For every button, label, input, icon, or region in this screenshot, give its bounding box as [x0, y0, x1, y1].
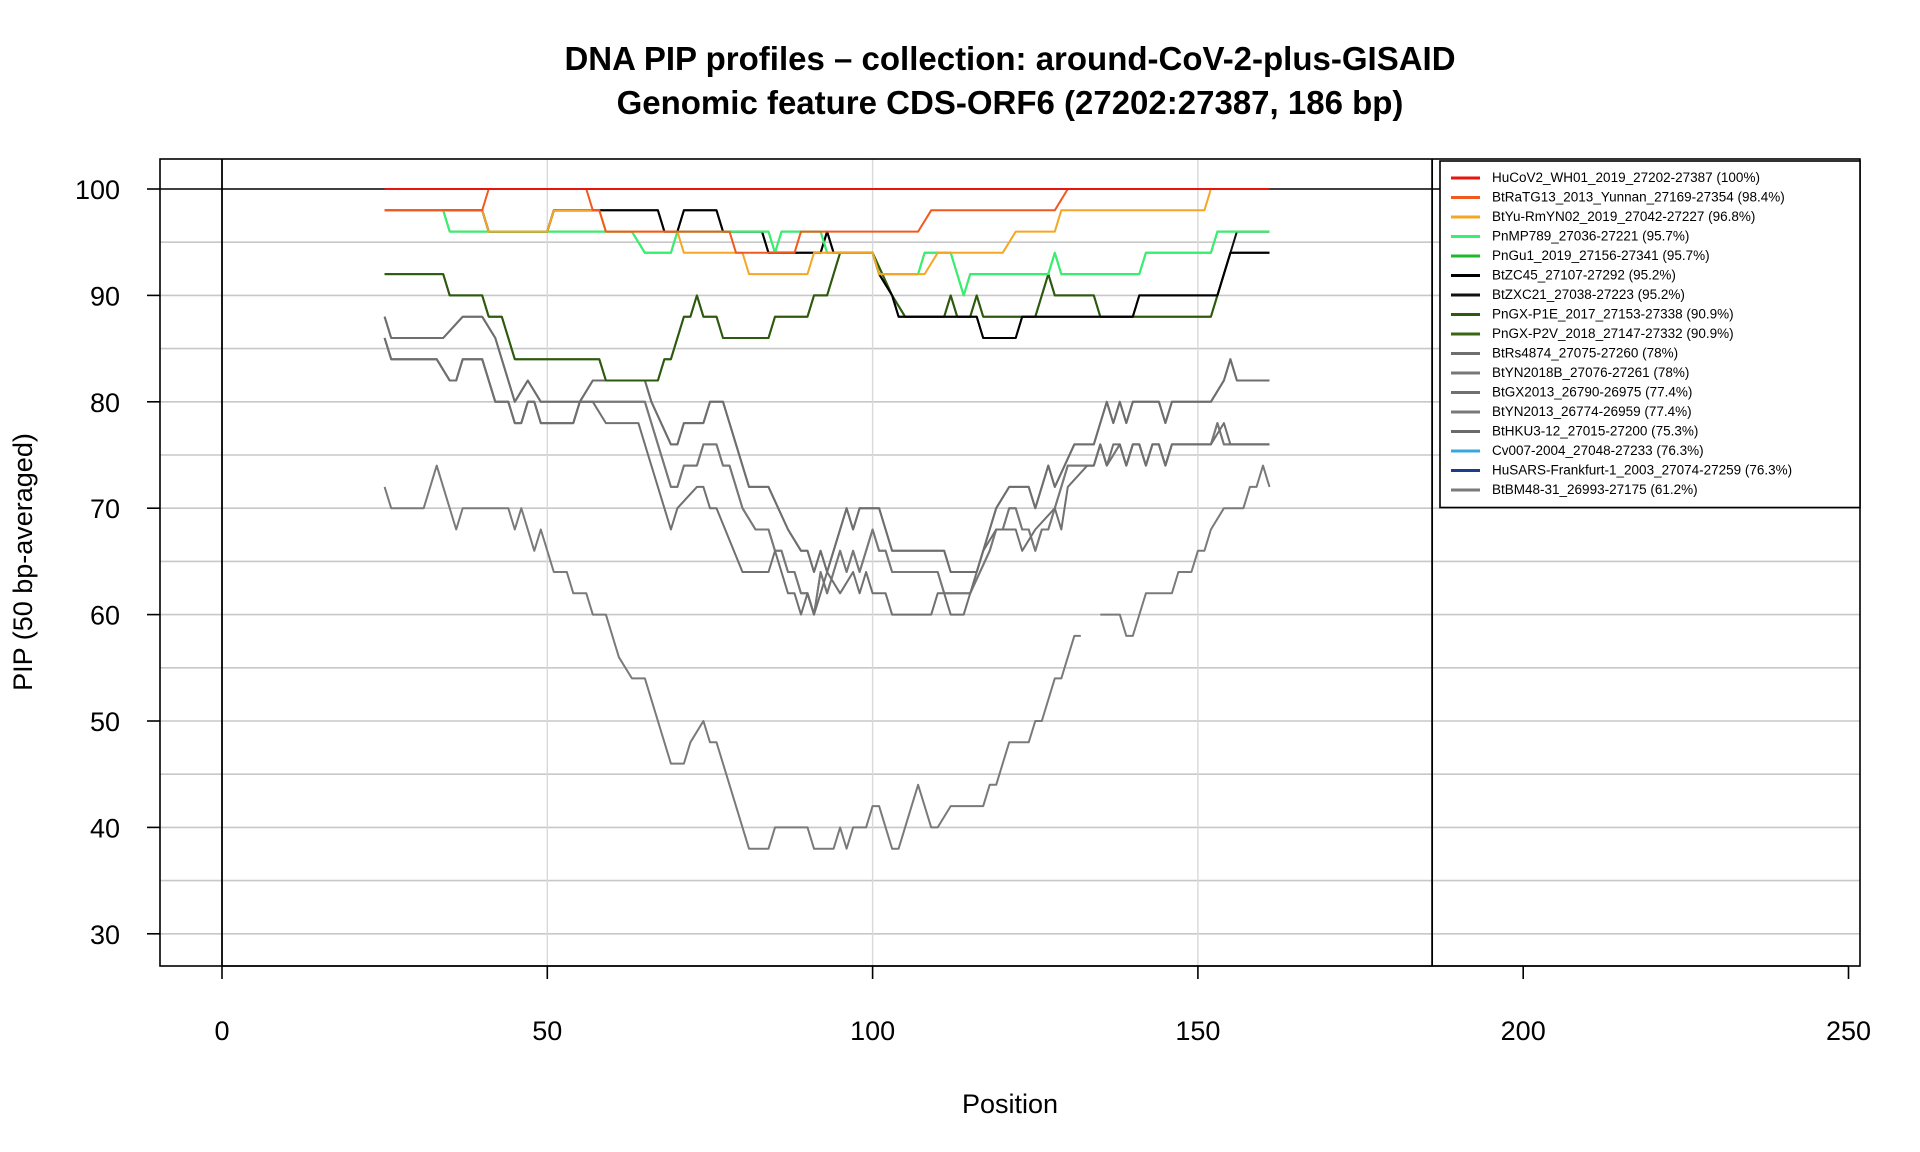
series-lines: [383, 188, 1271, 850]
x-axis: 0 50 100 150 200 250: [214, 965, 1871, 1046]
x-tick-label: 250: [1826, 1016, 1871, 1046]
legend-entry: PnGX-P1E_2017_27153-27338 (90.9%): [1492, 307, 1734, 322]
series-line-6: [384, 209, 1270, 339]
legend-entry: BtYN2013_26774-26959 (77.4%): [1492, 404, 1692, 419]
legend-entry: PnGX-P2V_2018_27147-27332 (90.9%): [1492, 326, 1734, 341]
legend-entry: BtHKU3-12_27015-27200 (75.3%): [1492, 424, 1698, 439]
y-axis: 30 40 50 60 70 80 90 100: [75, 175, 160, 950]
y-tick-label: 60: [90, 601, 120, 631]
y-tick-label: 80: [90, 388, 120, 418]
x-tick-label: 100: [850, 1016, 895, 1046]
legend-entry: BtZXC21_27038-27223 (95.2%): [1492, 287, 1685, 302]
y-tick-label: 50: [90, 707, 120, 737]
legend-entry: BtZC45_27107-27292 (95.2%): [1492, 268, 1676, 283]
series-line-3: [384, 188, 1270, 276]
legend-entry: BtYN2018B_27076-27261 (78%): [1492, 365, 1689, 380]
legend-entry: PnGu1_2019_27156-27341 (95.7%): [1492, 248, 1710, 263]
series-line-17: [1100, 464, 1271, 637]
x-tick-label: 50: [532, 1016, 562, 1046]
y-tick-label: 30: [90, 920, 120, 950]
legend-entry: HuCoV2_WH01_2019_27202-27387 (100%): [1492, 170, 1760, 185]
series-line-8: [384, 251, 1270, 382]
legend-entry: HuSARS-Frankfurt-1_2003_27074-27259 (76.…: [1492, 463, 1792, 478]
x-tick-label: 150: [1175, 1016, 1220, 1046]
series-line-10: [383, 315, 1270, 573]
y-tick-label: 90: [90, 281, 120, 311]
series-line-17: [383, 464, 1081, 850]
legend-entry: BtGX2013_26790-26975 (77.4%): [1492, 385, 1692, 400]
legend-entry: BtRs4874_27075-27260 (78%): [1492, 346, 1678, 361]
y-tick-label: 100: [75, 175, 120, 205]
legend: HuCoV2_WH01_2019_27202-27387 (100%) BtRaT…: [1439, 160, 1861, 509]
legend-entry: BtYu-RmYN02_2019_27042-27227 (96.8%): [1492, 209, 1755, 224]
legend-entry: Cv007-2004_27048-27233 (76.3%): [1492, 443, 1704, 458]
x-tick-label: 200: [1501, 1016, 1546, 1046]
chart-title-line1: DNA PIP profiles – collection: around-Co…: [564, 40, 1455, 77]
series-line-12: [383, 337, 1270, 616]
y-tick-label: 70: [90, 494, 120, 524]
legend-entry: PnMP789_27036-27221 (95.7%): [1492, 229, 1689, 244]
x-tick-label: 0: [214, 1016, 229, 1046]
legend-entry: BtBM48-31_26993-27175 (61.2%): [1492, 482, 1698, 497]
y-axis-label: PIP (50 bp-averaged): [8, 433, 38, 691]
series-line-2: [384, 188, 1270, 254]
y-tick-label: 40: [90, 813, 120, 843]
legend-box: [1439, 160, 1861, 509]
legend-entry: BtRaTG13_2013_Yunnan_27169-27354 (98.4%): [1492, 190, 1785, 205]
x-axis-label: Position: [962, 1089, 1058, 1119]
chart-title-line2: Genomic feature CDS-ORF6 (27202:27387, 1…: [617, 84, 1404, 121]
